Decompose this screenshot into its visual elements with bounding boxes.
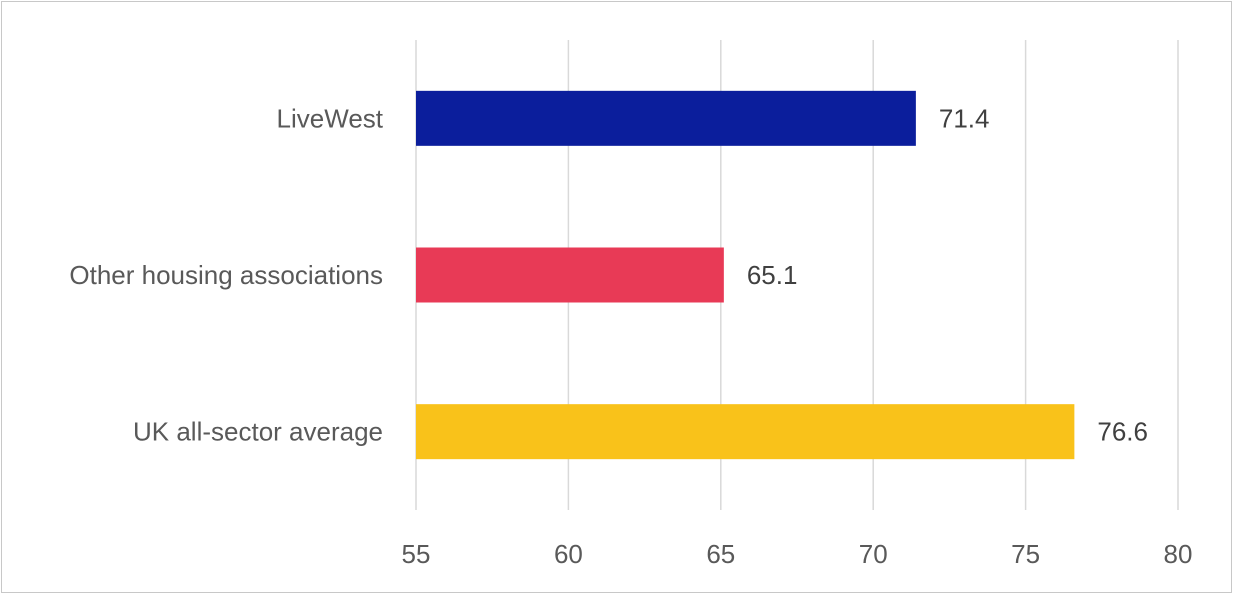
category-label: Other housing associations: [69, 260, 383, 290]
bar-2: [416, 404, 1075, 460]
x-tick-label: 60: [554, 539, 583, 569]
bar-1: [416, 247, 724, 303]
category-labels: LiveWest Other housing associations UK all…: [69, 103, 383, 446]
data-label: 65.1: [747, 260, 798, 290]
x-tick-label: 55: [402, 539, 431, 569]
bars: [416, 90, 1075, 460]
data-label: 71.4: [939, 103, 990, 133]
x-tick-label: 80: [1164, 539, 1193, 569]
x-tick-label: 75: [1011, 539, 1040, 569]
category-label: UK all-sector average: [133, 417, 383, 447]
x-tick-label: 65: [706, 539, 735, 569]
bar-0: [416, 90, 916, 146]
x-axis-tick-labels: 55 60 65 70 75 80: [402, 539, 1193, 569]
category-label: LiveWest: [277, 103, 384, 133]
data-labels: 71.4 65.1 76.6: [747, 103, 1148, 446]
data-label: 76.6: [1097, 417, 1148, 447]
x-tick-label: 70: [859, 539, 888, 569]
